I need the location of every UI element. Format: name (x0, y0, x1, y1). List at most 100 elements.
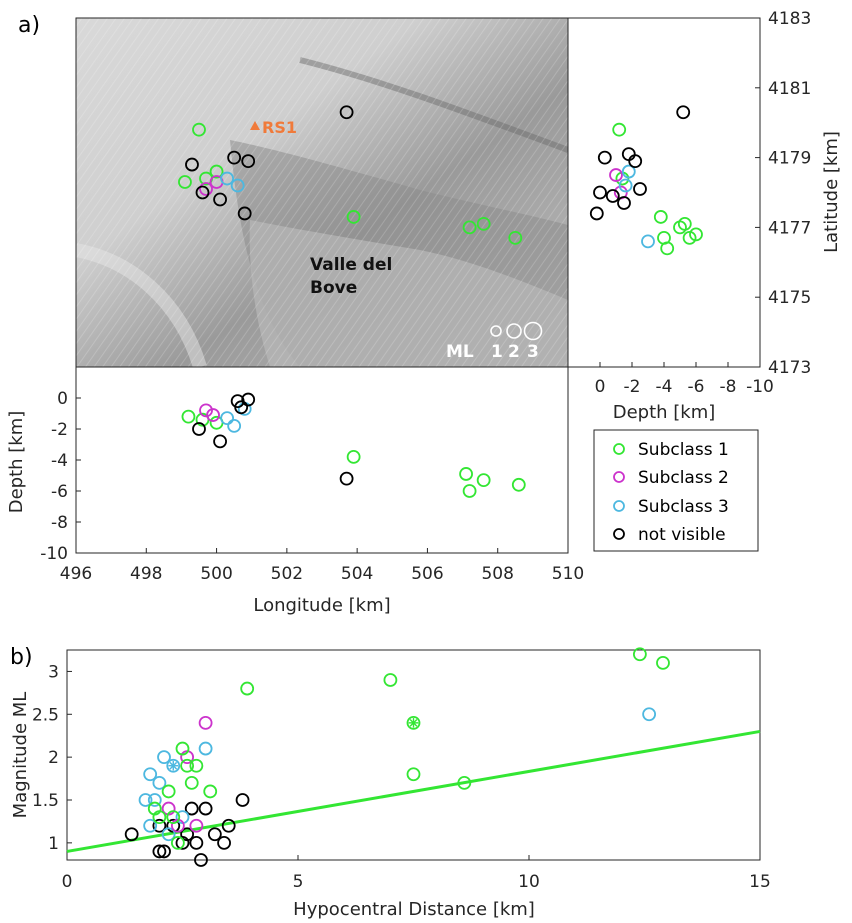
depthlat-subclass2-point (609, 168, 623, 182)
depthlat-subclass1-point (677, 217, 692, 231)
magdist-subclass1-point (457, 775, 472, 790)
londepth-subclass2-point (199, 403, 213, 418)
londepth-not_visible-point (241, 392, 256, 407)
magdist-not_visible-point (194, 853, 208, 867)
station-marker-icon (250, 121, 260, 130)
depth-left-tick-label: -8 (51, 513, 68, 533)
lat-tick-label: 4181 (768, 79, 811, 99)
depth-left-tick-label: -2 (51, 420, 68, 440)
mag-tick-label: 2.5 (32, 705, 59, 725)
londepth-not_visible-point (192, 422, 206, 436)
lon-tick-label: 500 (200, 564, 232, 584)
lon-tick-label: 510 (552, 564, 584, 584)
magdist-subclass1-point (383, 673, 398, 687)
lon-tick-label: 502 (271, 564, 303, 584)
magdist-subclass1-point (406, 715, 421, 730)
depth-tick-label: -2 (624, 377, 641, 397)
lon-tick-label: 498 (130, 564, 162, 584)
magdist-subclass1-point (184, 775, 199, 790)
magdist-subclass3-point (152, 775, 167, 790)
lat-tick-label: 4177 (768, 218, 811, 238)
depthlat-not_visible-point (597, 150, 612, 165)
scale-label-2: 2 (508, 342, 520, 362)
depth-ticks-left: 0 -2 -4 -6 -8 -10 (40, 389, 81, 564)
longitude-depth-points (181, 392, 526, 498)
magdist-subclass3-star-icon (168, 760, 179, 771)
magdist-subclass3-point (161, 827, 176, 842)
map-subclass1-point (508, 230, 523, 245)
magnitude-scale: ML 1 2 3 (446, 321, 543, 362)
depth-left-tick-label: -4 (51, 451, 68, 471)
depthlat-subclass1-point (657, 230, 671, 245)
fit-line (66, 729, 761, 853)
londepth-subclass1-point (476, 473, 491, 488)
magdist-subclass1-point (632, 647, 647, 662)
depthlat-not_visible-point (589, 206, 604, 221)
legend-label-not-visible: not visible (638, 525, 726, 545)
mag-tick-label: 2 (48, 748, 59, 768)
londepth-subclass1-point (511, 477, 526, 492)
depth-tick-label: -10 (746, 377, 774, 397)
depth-latitude-panel: 4173 4175 4177 4179 4181 4183 0 -2 -4 -6 -8 -10 La… (567, 9, 842, 423)
scale-circle-3 (523, 321, 543, 341)
latitude-axis-label: Latitude [km] (821, 131, 842, 253)
map-subclass2-point (199, 182, 213, 196)
magdist-not_visible-point (157, 844, 171, 859)
magdist-subclass2-point (198, 715, 213, 730)
dist-tick-label: 0 (62, 872, 73, 892)
station-label: RS1 (262, 118, 297, 137)
map-not_visible-point (185, 157, 199, 172)
longitude-axis-label: Longitude [km] (253, 595, 390, 616)
londepth-subclass3-point (220, 411, 235, 426)
mag-tick-label: 3 (48, 662, 59, 682)
dist-tick-label: 5 (293, 872, 304, 892)
depth-left-tick-label: 0 (57, 389, 68, 409)
shaded-relief-map (76, 18, 568, 367)
lat-tick-label: 4175 (768, 288, 811, 308)
depthlat-not_visible-point (628, 154, 643, 168)
map-not_visible-point (195, 185, 210, 200)
londepth-not_visible-point (339, 471, 354, 486)
magdist-subclass1-point (161, 784, 176, 799)
scale-circle-1 (490, 325, 502, 337)
magdist-subclass3-point (143, 818, 158, 833)
map-not_visible-point (237, 206, 252, 221)
magdist-not_visible-point (221, 818, 236, 833)
panel-label-a: a) (18, 13, 40, 38)
legend-label-subclass1: Subclass 1 (638, 440, 729, 460)
depthlat-subclass1-point (653, 210, 668, 224)
magnitude-axis-label: Magnitude ML (10, 692, 31, 819)
legend: Subclass 1 Subclass 2 Subclass 3 not vis… (593, 429, 759, 552)
londepth-subclass1-point (346, 449, 361, 464)
map-not_visible-point (227, 150, 242, 165)
magdist-subclass3-point (166, 758, 181, 773)
londepth-subclass1-point (459, 467, 473, 481)
panel-label-b: b) (10, 645, 33, 670)
distance-axis-label: Hypocentral Distance [km] (293, 899, 535, 920)
distance-ticks: 0 5 10 15 (62, 855, 771, 892)
londepth-subclass1-point (462, 484, 477, 498)
dist-tick-label: 15 (749, 872, 771, 892)
scale-label-1: 1 (491, 342, 503, 362)
mag-tick-label: 1.5 (32, 791, 59, 811)
depth-left-tick-label: -10 (40, 544, 68, 564)
magdist-subclass1-point (170, 835, 185, 850)
depthlat-subclass3-point (618, 178, 633, 193)
map-subclass1-point (346, 210, 361, 224)
lat-tick-label: 4173 (768, 358, 811, 378)
map-panel: RS1 Valle del Bove ML 1 2 3 (75, 17, 569, 368)
legend-marker-not-visible (613, 528, 625, 540)
londepth-not_visible-point (213, 434, 227, 449)
magnitude-distance-panel: 0 5 10 15 1 1.5 2 2.5 3 Hypocentral Distance [k… (10, 647, 771, 920)
magdist-not_visible-point (198, 801, 213, 816)
map-points (178, 105, 523, 245)
magdist-subclass3-point (642, 707, 657, 722)
lat-tick-label: 4183 (768, 9, 811, 29)
depthlat-not_visible-point (605, 189, 620, 203)
lon-tick-label: 506 (411, 564, 443, 584)
depth-axis-label-top: Depth [km] (613, 402, 716, 423)
depthlat-subclass3-point (621, 164, 636, 179)
legend-label-subclass2: Subclass 2 (638, 468, 729, 488)
depth-latitude-points (589, 105, 703, 256)
